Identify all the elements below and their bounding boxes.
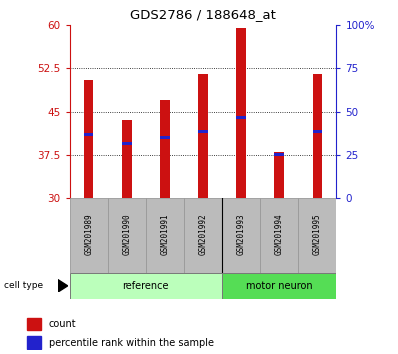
Bar (274, 153, 284, 156)
Text: GSM201994: GSM201994 (275, 213, 284, 255)
Bar (27, 318, 41, 330)
Bar (27, 336, 41, 349)
Text: GSM201991: GSM201991 (160, 213, 170, 255)
Bar (198, 74, 208, 198)
Text: GSM201992: GSM201992 (199, 213, 207, 255)
Text: GSM201995: GSM201995 (313, 213, 322, 255)
FancyBboxPatch shape (222, 198, 260, 273)
Bar (312, 74, 322, 198)
Bar (122, 142, 132, 145)
Text: GSM201989: GSM201989 (84, 213, 93, 255)
Text: count: count (49, 319, 76, 329)
FancyBboxPatch shape (70, 198, 108, 273)
FancyBboxPatch shape (70, 273, 222, 298)
Bar (312, 130, 322, 133)
FancyBboxPatch shape (222, 273, 336, 298)
Polygon shape (58, 280, 68, 292)
Bar (160, 100, 170, 198)
Bar (84, 80, 94, 198)
Bar (84, 133, 94, 136)
Bar (198, 130, 208, 133)
Bar (274, 152, 284, 198)
FancyBboxPatch shape (184, 198, 222, 273)
FancyBboxPatch shape (260, 198, 298, 273)
Bar (236, 28, 246, 198)
Text: cell type: cell type (4, 281, 43, 290)
Text: GSM201993: GSM201993 (236, 213, 246, 255)
Bar (160, 136, 170, 139)
Text: percentile rank within the sample: percentile rank within the sample (49, 338, 214, 348)
Title: GDS2786 / 188648_at: GDS2786 / 188648_at (130, 8, 276, 21)
FancyBboxPatch shape (146, 198, 184, 273)
FancyBboxPatch shape (298, 198, 336, 273)
Bar (236, 116, 246, 119)
Bar (122, 120, 132, 198)
Text: motor neuron: motor neuron (246, 281, 312, 291)
Text: reference: reference (123, 281, 169, 291)
FancyBboxPatch shape (108, 198, 146, 273)
Text: GSM201990: GSM201990 (122, 213, 131, 255)
